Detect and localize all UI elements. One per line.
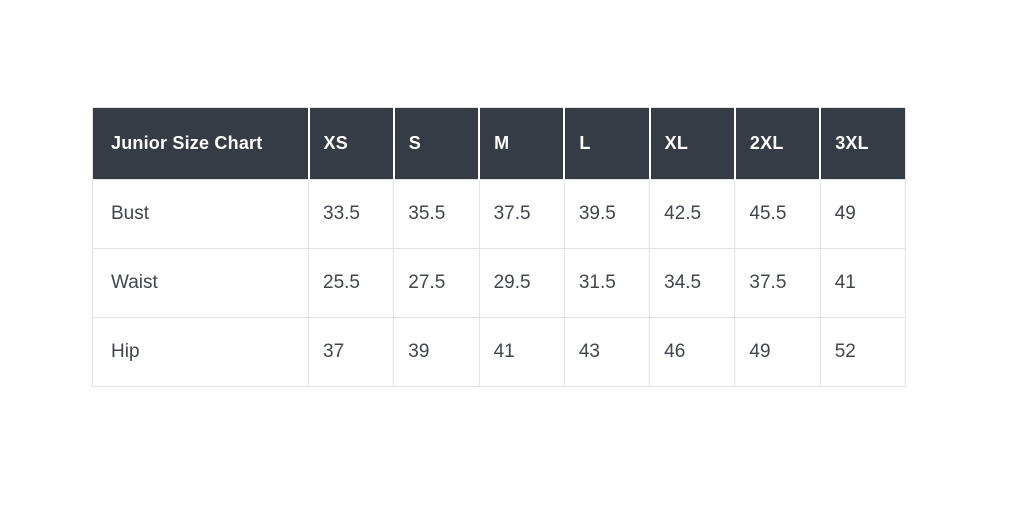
cell-bust-3xl: 49 (819, 179, 907, 249)
header-cell-3xl: 3XL (819, 107, 906, 180)
size-chart-container: Junior Size Chart XS S M L XL 2XL 3XL Bu… (92, 107, 907, 387)
cell-hip-xs: 37 (307, 317, 395, 387)
cell-bust-m: 37.5 (478, 179, 565, 249)
header-cell-xl: XL (648, 107, 735, 180)
header-cell-m: M (478, 107, 565, 180)
cell-waist-l: 31.5 (563, 248, 651, 318)
row-label-waist: Waist (92, 248, 309, 318)
cell-bust-l: 39.5 (563, 179, 651, 249)
cell-bust-xl: 42.5 (649, 179, 736, 249)
row-label-bust: Bust (92, 179, 309, 249)
cell-hip-3xl: 52 (819, 317, 907, 387)
header-cell-title: Junior Size Chart (92, 107, 309, 180)
cell-waist-3xl: 41 (819, 248, 907, 318)
cell-waist-s: 27.5 (393, 248, 480, 318)
cell-waist-m: 29.5 (478, 248, 565, 318)
cell-hip-xl: 46 (649, 317, 736, 387)
cell-bust-2xl: 45.5 (734, 179, 821, 249)
cell-hip-s: 39 (393, 317, 480, 387)
table-header-row: Junior Size Chart XS S M L XL 2XL 3XL (92, 107, 906, 180)
header-cell-s: S (392, 107, 480, 180)
cell-waist-xs: 25.5 (307, 248, 395, 318)
junior-size-chart-table: Junior Size Chart XS S M L XL 2XL 3XL Bu… (92, 107, 907, 387)
cell-waist-xl: 34.5 (649, 248, 736, 318)
table-row-hip: Hip 37 39 41 43 46 49 52 (92, 317, 907, 387)
table-row-waist: Waist 25.5 27.5 29.5 31.5 34.5 37.5 41 (92, 248, 907, 318)
cell-hip-2xl: 49 (734, 317, 821, 387)
cell-bust-xs: 33.5 (307, 179, 395, 249)
cell-hip-l: 43 (563, 317, 651, 387)
cell-bust-s: 35.5 (393, 179, 480, 249)
header-cell-2xl: 2XL (733, 107, 821, 180)
table-row-bust: Bust 33.5 35.5 37.5 39.5 42.5 45.5 49 (92, 179, 907, 249)
cell-hip-m: 41 (478, 317, 565, 387)
row-label-hip: Hip (92, 317, 309, 387)
cell-waist-2xl: 37.5 (734, 248, 821, 318)
header-cell-l: L (563, 107, 650, 180)
header-cell-xs: XS (307, 107, 394, 180)
